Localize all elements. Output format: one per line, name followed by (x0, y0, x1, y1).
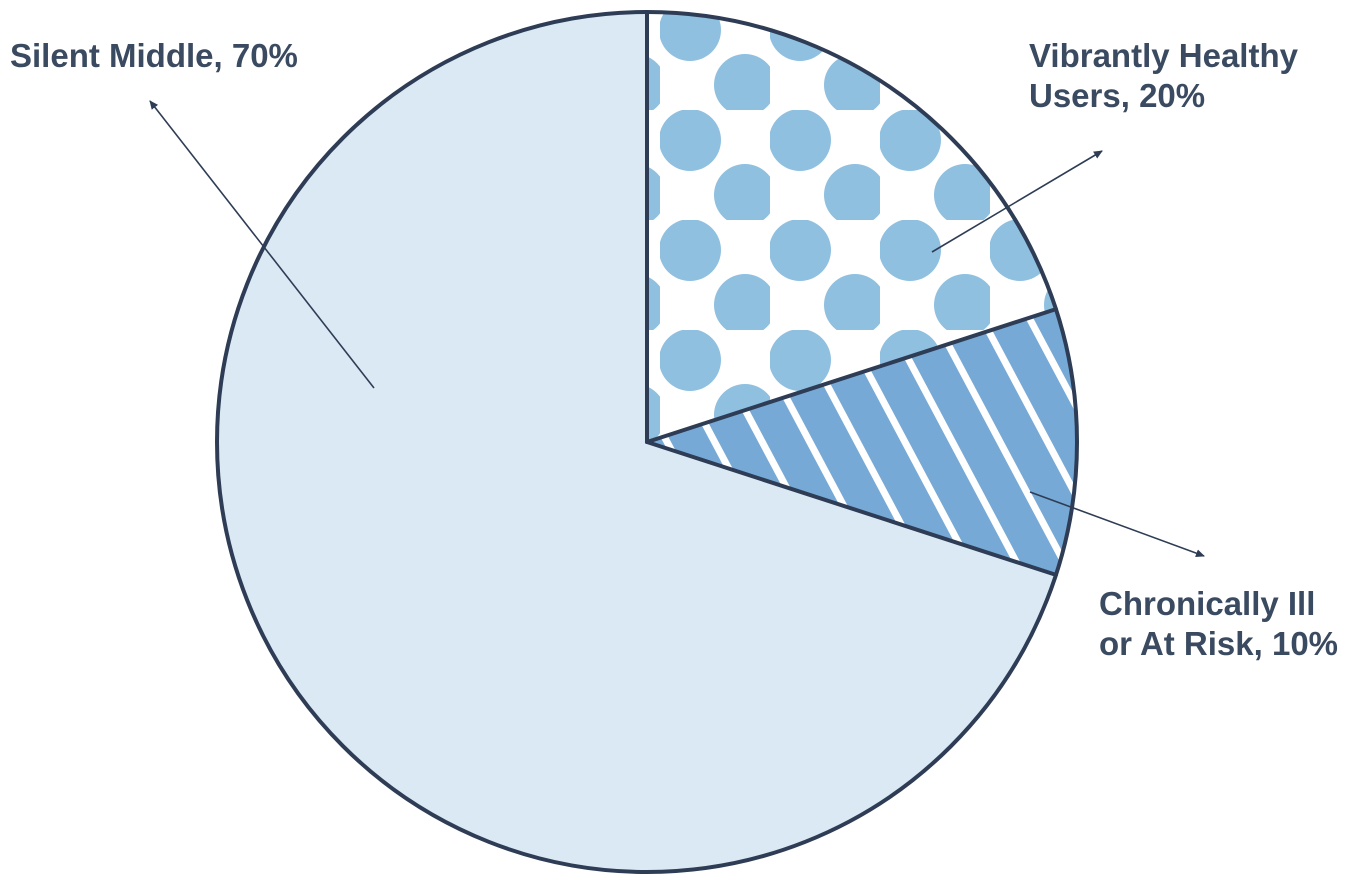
label-line: Users, 20% (1029, 77, 1206, 114)
slice-divider (645, 440, 1058, 577)
leader-arrow-vibrant (931, 150, 1103, 253)
label-line: Silent Middle, 70% (10, 37, 298, 74)
label-line: or At Risk, 10% (1099, 625, 1339, 662)
label-line: Vibrantly Healthy (1029, 37, 1298, 74)
pie-slice-vibrant (647, 12, 1056, 442)
slice-divider (645, 307, 1058, 444)
slice-label-chronically-ill: Chronically Ill or At Risk, 10% (1099, 584, 1338, 664)
slice-label-silent-middle: Silent Middle, 70% (10, 36, 298, 76)
leader-arrow-chronic (1029, 491, 1205, 557)
pie-slice-silent (217, 12, 1056, 873)
leader-arrow-silent (149, 100, 375, 389)
slice-label-vibrantly-healthy: Vibrantly Healthy Users, 20% (1029, 36, 1298, 116)
label-line: Chronically Ill (1099, 585, 1316, 622)
pie-slice-chronic (647, 309, 1077, 575)
